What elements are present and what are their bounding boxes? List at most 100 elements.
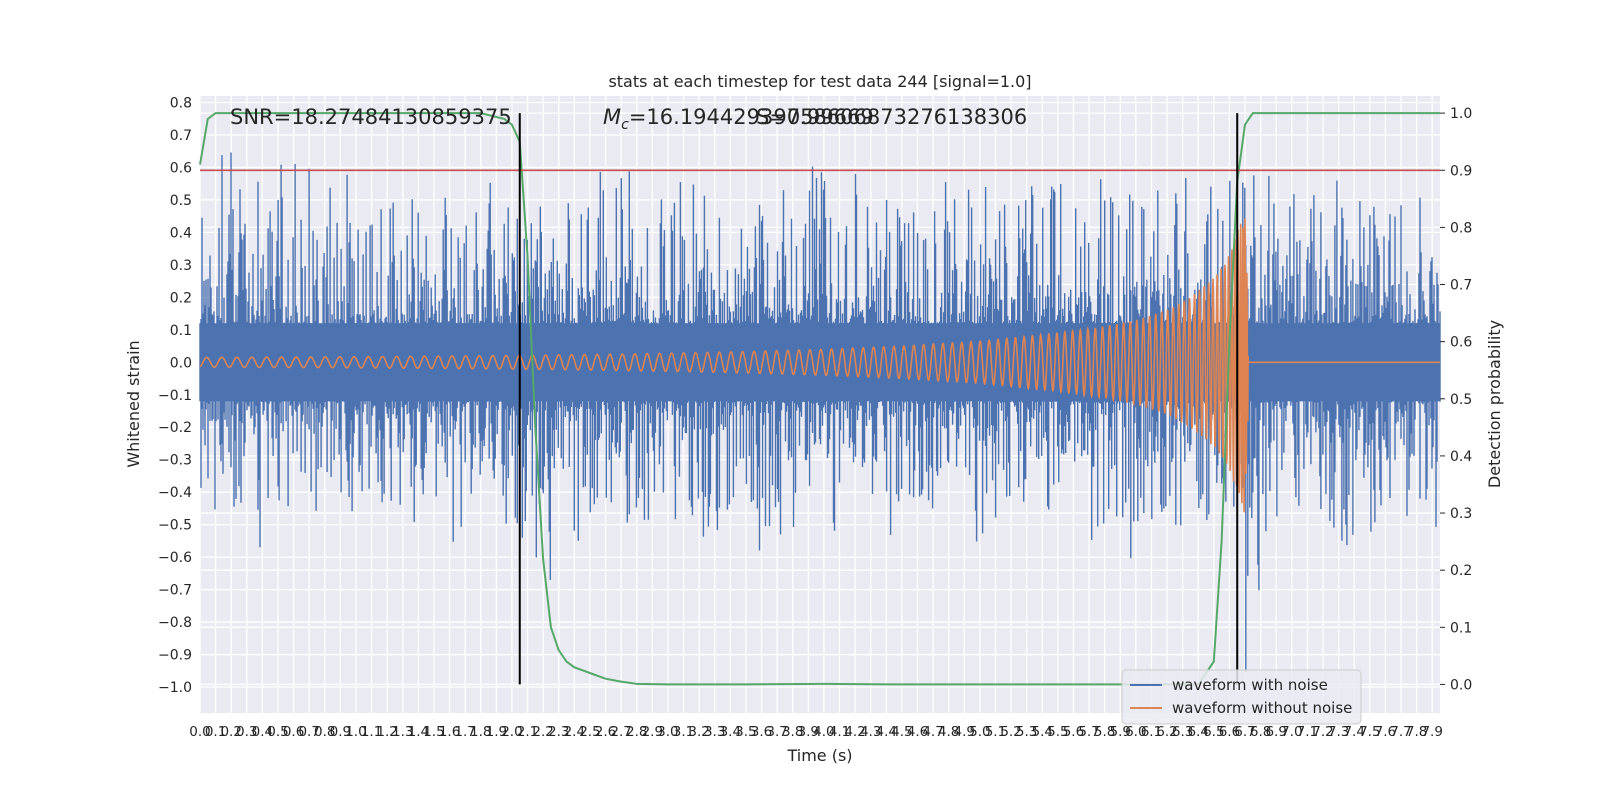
x-tick-label: 4.9	[954, 724, 975, 740]
x-tick-label: 6.9	[1265, 724, 1286, 740]
y-tick-label: −0.1	[158, 388, 192, 404]
x-tick-label: 2.3	[548, 724, 569, 740]
y2-tick-label: 0.6	[1450, 335, 1472, 351]
x-tick-label: 5.9	[1110, 724, 1131, 740]
series-layer	[199, 112, 1441, 686]
x-tick-label: 2.5	[579, 724, 600, 740]
x-tick-label: 3.5	[735, 724, 756, 740]
x-tick-label: 0.3	[236, 724, 257, 740]
x-tick-label: 4.7	[922, 724, 943, 740]
x-tick-label: 7.2	[1312, 724, 1333, 740]
y2-tick-label: 0.5	[1450, 392, 1472, 408]
x-tick-label: 1.3	[392, 724, 413, 740]
x-tick-label: 5.8	[1094, 724, 1115, 740]
reference-lines	[200, 113, 1440, 685]
overlap-annotation: S=0.99669	[756, 105, 874, 129]
chart-title: stats at each timestep for test data 244…	[608, 72, 1031, 91]
x-tick-label: 5.7	[1078, 724, 1099, 740]
x-tick-label: 4.5	[891, 724, 912, 740]
detection-probability-line	[199, 112, 1440, 686]
y2-tick-label: 0.7	[1450, 278, 1472, 294]
y-tick-label: 0.3	[170, 258, 192, 274]
x-tick-label: 4.4	[876, 724, 897, 740]
x-tick-label: 1.5	[423, 724, 444, 740]
x-tick-label: 1.2	[376, 724, 397, 740]
x-tick-label: 5.1	[985, 724, 1006, 740]
x-tick-label: 0.7	[298, 724, 319, 740]
x-tick-label: 1.8	[470, 724, 491, 740]
y-tick-label: 0.2	[170, 290, 192, 306]
x-tick-label: 7.4	[1343, 724, 1364, 740]
x-tick-label: 3.0	[657, 724, 678, 740]
y-tick-label: 0.5	[170, 193, 192, 209]
x-tick-label: 6.1	[1141, 724, 1162, 740]
snr-annotation: SNR=18.27484130859375	[230, 105, 512, 129]
x-tick-label: 3.8	[782, 724, 803, 740]
y-tick-label: −0.4	[158, 485, 192, 501]
x-tick-label: 2.8	[626, 724, 647, 740]
x-tick-label: 0.2	[220, 724, 241, 740]
y-tick-label: 0.7	[170, 128, 192, 144]
x-tick-label: 7.6	[1375, 724, 1396, 740]
x-tick-label: 2.0	[501, 724, 522, 740]
legend: waveform with noise waveform without noi…	[1121, 669, 1362, 725]
x-tick-label: 0.5	[267, 724, 288, 740]
x-tick-label: 1.6	[439, 724, 460, 740]
x-tick-label: 1.9	[486, 724, 507, 740]
x-tick-label: 2.6	[595, 724, 616, 740]
y-tick-label: 0.6	[170, 160, 192, 176]
x-tick-label: 3.3	[704, 724, 725, 740]
y-tick-label: −0.6	[158, 550, 192, 566]
x-tick-label: 2.9	[642, 724, 663, 740]
x-tick-label: 3.7	[766, 724, 787, 740]
y2-tick-label: 0.0	[1450, 677, 1472, 693]
x-tick-label: 6.8	[1250, 724, 1271, 740]
x-tick-label: 5.5	[1047, 724, 1068, 740]
x-tick-label: 5.0	[969, 724, 990, 740]
y-tick-label: −0.7	[158, 583, 192, 599]
chirp-mass-annotation: Mc=16.19442939758606873276138306	[603, 105, 1027, 133]
y2-tick-label: 0.4	[1450, 449, 1472, 465]
y2-tick-label: 0.9	[1450, 163, 1472, 179]
y-tick-label: −0.5	[158, 518, 192, 534]
x-tick-label: 4.2	[844, 724, 865, 740]
y-tick-label: −0.2	[158, 420, 192, 436]
x-tick-label: 5.2	[1000, 724, 1021, 740]
x-tick-label: 5.4	[1032, 724, 1053, 740]
y-tick-label: −0.8	[158, 615, 192, 631]
x-tick-label: 6.3	[1172, 724, 1193, 740]
x-tick-label: 3.9	[798, 724, 819, 740]
legend-label-noise: waveform with noise	[1172, 676, 1328, 694]
y-tick-label: 0.0	[170, 355, 192, 371]
x-tick-label: 2.1	[517, 724, 538, 740]
x-axis-label: Time (s)	[786, 746, 852, 765]
legend-box	[1121, 669, 1362, 725]
x-tick-label: 6.0	[1125, 724, 1146, 740]
x-tick-label: 2.4	[564, 724, 585, 740]
x-tick-label: 7.5	[1359, 724, 1380, 740]
x-tick-label: 1.0	[345, 724, 366, 740]
x-tick-label: 6.2	[1156, 724, 1177, 740]
y-axis-label: Whitened strain	[124, 340, 143, 467]
x-tick-label: 2.7	[610, 724, 631, 740]
x-tick-label: 3.2	[688, 724, 709, 740]
clean-waveform-line	[199, 218, 1440, 513]
y-tick-label: 0.8	[170, 95, 192, 111]
legend-label-clean: waveform without noise	[1172, 699, 1352, 717]
x-tick-label: 5.3	[1016, 724, 1037, 740]
x-tick-label: 4.3	[860, 724, 881, 740]
y2-tick-label: 0.8	[1450, 220, 1472, 236]
chirp-mass-symbol: M	[603, 105, 621, 129]
x-tick-label: 6.5	[1203, 724, 1224, 740]
x-tick-label: 7.9	[1421, 724, 1442, 740]
y2-tick-label: 0.2	[1450, 563, 1472, 579]
x-tick-label: 1.1	[361, 724, 382, 740]
x-tick-label: 3.4	[720, 724, 741, 740]
noisy-waveform-line	[199, 152, 1441, 672]
y2-tick-label: 1.0	[1450, 106, 1472, 122]
x-tick-label: 0.1	[205, 724, 226, 740]
x-tick-label: 5.6	[1063, 724, 1084, 740]
y-tick-label: −1.0	[158, 680, 192, 696]
x-tick-label: 0.4	[252, 724, 273, 740]
